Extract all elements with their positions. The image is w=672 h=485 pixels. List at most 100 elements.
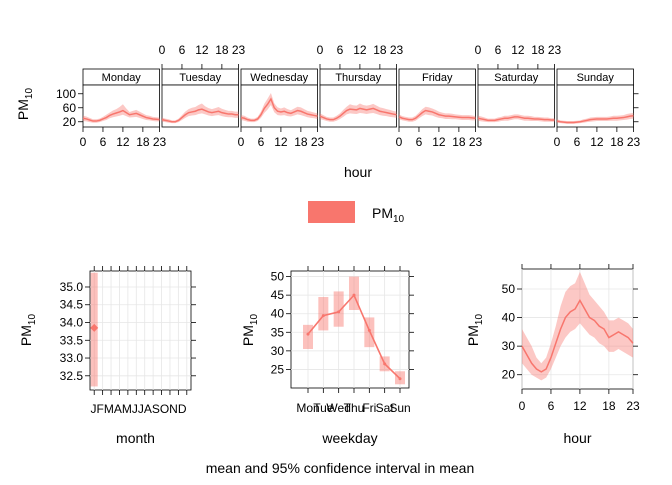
x-tick-label-thu: Thu <box>344 401 365 415</box>
day-plot-frame <box>556 84 634 128</box>
x-tick-label: 23 <box>311 135 325 149</box>
x-tick-label: 0 <box>317 43 324 57</box>
month-panel: 32.5 33.0 33.5 34.0 34.5 35.0 JFMAMJJASOND mont… <box>18 266 196 446</box>
y-axis-title: PM10 <box>465 314 485 347</box>
x-tick-label: 18 <box>602 399 616 413</box>
x-tick-label: 18 <box>452 135 466 149</box>
x-tick-label: 6 <box>495 43 502 57</box>
chart-caption: mean and 95% confidence interval in mean <box>206 460 475 476</box>
y-tick-label: 34.0 <box>60 316 84 330</box>
x-tick-label: 6 <box>337 43 344 57</box>
y-tick-label: 40 <box>271 307 285 321</box>
x-tick-label: 6 <box>416 135 423 149</box>
y-tick-label: 34.5 <box>60 298 84 312</box>
x-tick-label: 12 <box>432 135 446 149</box>
y-axis-title: PM10 <box>240 314 260 347</box>
confidence-band <box>522 271 633 381</box>
x-axis-title: hour <box>563 430 591 446</box>
x-tick-label-wed: Wed <box>326 401 350 415</box>
ci-bar-wed <box>333 291 344 327</box>
y-tick-label: 60 <box>63 101 77 115</box>
day-plot-frame <box>161 84 239 128</box>
mean-point-wed <box>337 310 341 314</box>
x-tick-label: 12 <box>274 135 288 149</box>
y-tick-label: 30 <box>502 339 516 353</box>
hour-weekday-y-axis-title: PM10 <box>15 88 35 121</box>
x-tick-label: 23 <box>469 135 483 149</box>
series-line <box>398 109 476 121</box>
y-axis-title: PM10 <box>18 314 38 347</box>
x-tick-label: 18 <box>373 43 387 57</box>
x-tick-label: 23 <box>390 43 404 57</box>
mean-point-mon <box>306 332 310 336</box>
mean-point-tue <box>321 314 325 318</box>
x-tick-label-fri: Fri <box>362 401 376 415</box>
hour-weekday-x-axis-title: hour <box>344 164 372 180</box>
series-line <box>240 97 318 122</box>
x-tick-label-sun: Sun <box>389 401 410 415</box>
x-tick-label: 6 <box>100 135 107 149</box>
x-tick-label: 12 <box>195 43 209 57</box>
x-tick-label: 6 <box>574 135 581 149</box>
x-tick-label: 18 <box>531 43 545 57</box>
y-tick-label: 35 <box>271 325 285 339</box>
day-panel-thursday: Thursday 0 6 12 18 23 <box>317 43 404 128</box>
x-tick-label-tue: Tue <box>313 401 334 415</box>
y-tick-label: 20 <box>502 368 516 382</box>
x-tick-label: 23 <box>626 399 640 413</box>
legend: PM10 <box>308 201 405 225</box>
x-tick-label: 0 <box>238 135 245 149</box>
x-tick-label: 6 <box>179 43 186 57</box>
x-tick-label: 12 <box>116 135 130 149</box>
y-tick-label: 32.5 <box>60 369 84 383</box>
x-tick-label: 6 <box>258 135 265 149</box>
x-tick-label: 23 <box>153 135 167 149</box>
mean-point-J <box>90 323 99 332</box>
day-panel-friday: Friday 0 6 12 18 23 <box>396 68 483 149</box>
x-tick-label: 12 <box>590 135 604 149</box>
ci-bar-mon <box>303 324 313 349</box>
day-strip-label: Tuesday <box>179 72 221 84</box>
day-strip-label: Wednesday <box>250 72 308 84</box>
x-tick-label: 18 <box>136 135 150 149</box>
x-tick-label: 23 <box>548 43 562 57</box>
y-tick-label: 45 <box>271 288 285 302</box>
x-tick-label-sat: Sat <box>376 401 395 415</box>
x-axis-title: month <box>116 430 155 446</box>
x-tick-label: 6 <box>548 399 555 413</box>
x-tick-label: 18 <box>294 135 308 149</box>
y-tick-label: 30 <box>271 344 285 358</box>
x-tick-label: 0 <box>80 135 87 149</box>
x-tick-label: 18 <box>215 43 229 57</box>
x-tick-label: 0 <box>475 43 482 57</box>
legend-label: PM10 <box>372 205 405 225</box>
x-tick-label: 12 <box>511 43 525 57</box>
y-tick-label: 50 <box>271 270 285 284</box>
series-line <box>477 116 555 122</box>
x-axis-title: weekday <box>321 430 377 446</box>
y-tick-label: 33.0 <box>60 351 84 365</box>
day-panel-sunday: Sunday 0 6 12 18 23 <box>554 68 641 149</box>
series-line <box>521 298 634 373</box>
x-tick-label-mon: Mon <box>296 401 319 415</box>
x-tick-label: 23 <box>627 135 641 149</box>
y-tick-label: 35.0 <box>60 280 84 294</box>
plot-frame <box>89 270 192 391</box>
hour-weekday-axis-titles: hour PM10 <box>15 88 372 180</box>
x-tick-label: 0 <box>554 135 561 149</box>
x-tick-label: 0 <box>159 43 166 57</box>
day-strip-label: Monday <box>102 72 142 84</box>
y-tick-label: 20 <box>63 115 77 129</box>
mean-point-sat <box>383 362 387 366</box>
x-tick-label: 12 <box>573 399 587 413</box>
hour-panel: 0 6 12 18 23 20 30 40 50 hour PM10 <box>465 264 640 446</box>
day-panel-wednesday: Wednesday 0 6 12 18 23 <box>238 68 325 149</box>
day-panel-monday: Monday 0 6 12 18 23 <box>80 68 167 149</box>
y-tick-label: 50 <box>502 282 516 296</box>
x-tick-label: 0 <box>396 135 403 149</box>
ci-bar-tue <box>318 297 329 331</box>
day-panel-tuesday: Tuesday 0 6 12 18 23 <box>159 43 245 128</box>
